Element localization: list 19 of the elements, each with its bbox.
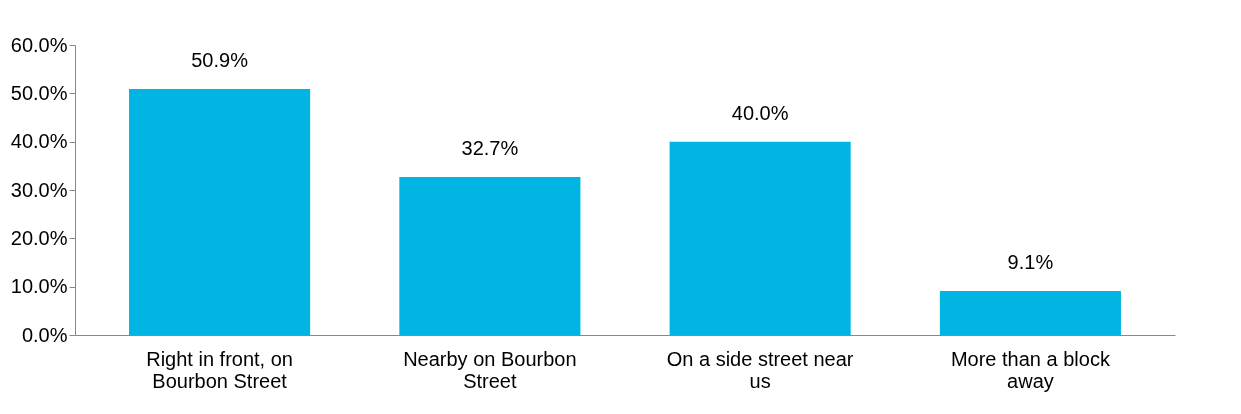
x-tick-label: More than a block away [950, 347, 1111, 392]
bar [669, 141, 851, 335]
x-tick-label: On a side street near us [666, 347, 854, 392]
data-label: 40.0% [731, 101, 789, 124]
y-tick-label: 10.0% [10, 275, 68, 298]
y-tick-label: 20.0% [10, 226, 68, 249]
y-tick-label: 40.0% [10, 130, 68, 153]
data-label: 50.9% [191, 48, 249, 71]
bar [129, 88, 311, 335]
bar [399, 176, 581, 335]
y-tick-label: 0.0% [21, 323, 68, 346]
x-tick-label: Nearby on Bourbon Street [403, 347, 577, 392]
x-tick-label: Right in front, on Bourbon Street [146, 347, 293, 392]
data-label: 32.7% [461, 136, 519, 159]
data-label: 9.1% [1007, 251, 1054, 274]
y-tick-label: 60.0% [10, 33, 68, 56]
y-tick-label: 50.0% [10, 81, 68, 104]
bar [939, 291, 1121, 335]
y-tick-label: 30.0% [10, 178, 68, 201]
